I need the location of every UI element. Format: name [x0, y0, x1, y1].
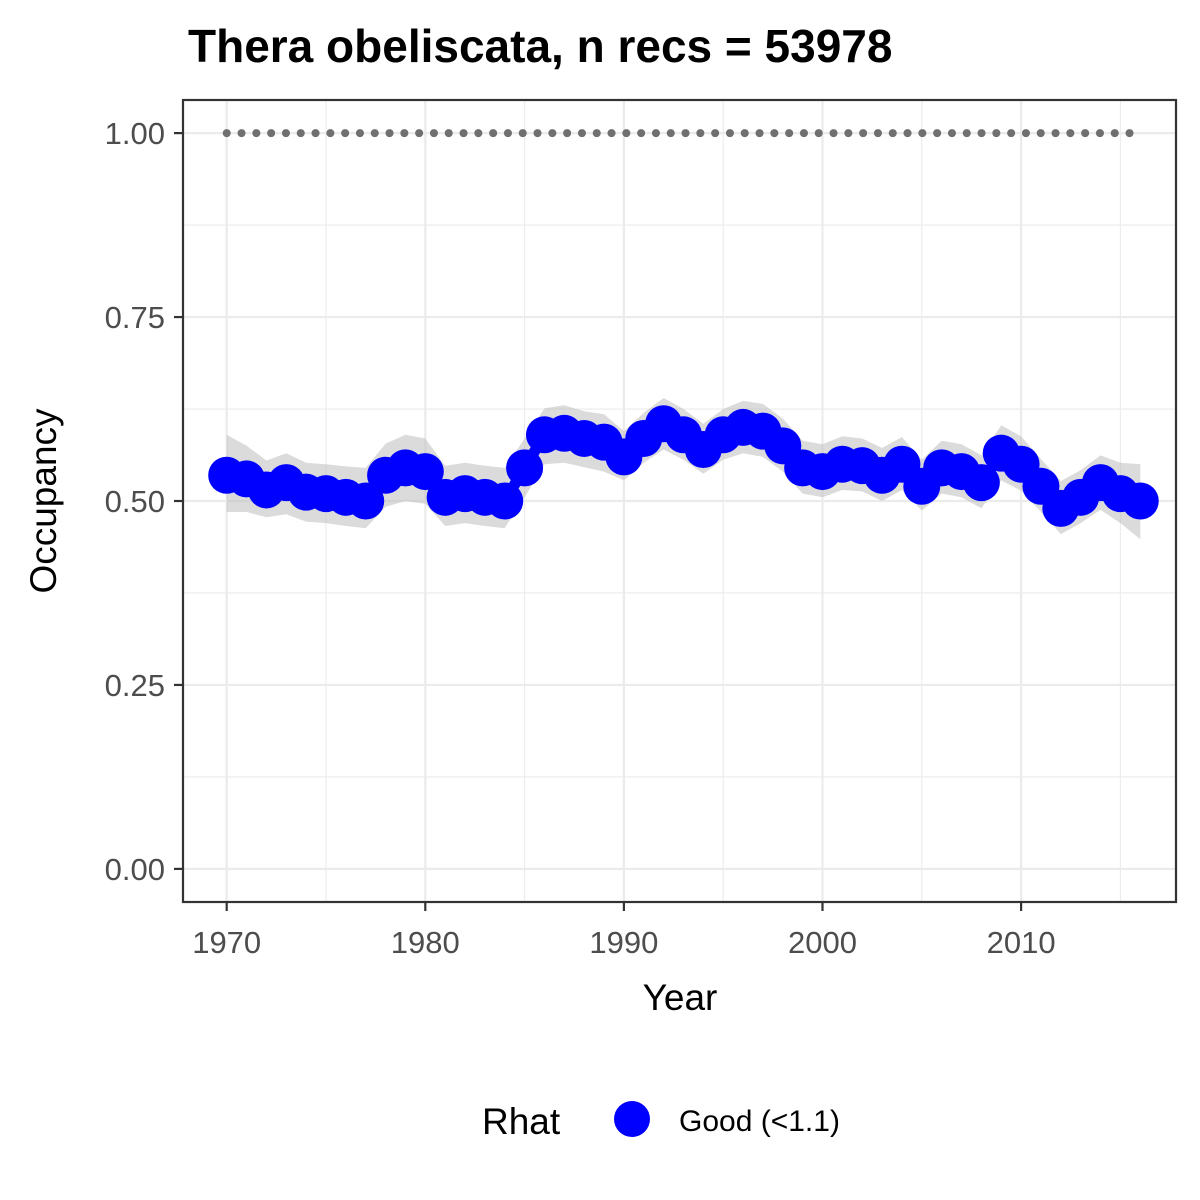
legend-key-good	[614, 1101, 650, 1137]
data-point	[347, 482, 385, 520]
x-axis-title: Year	[643, 977, 718, 1018]
y-tick-label: 1.00	[105, 116, 165, 151]
legend: Rhat Good (<1.1)	[482, 1101, 840, 1142]
x-tick-label: 1980	[391, 925, 460, 960]
x-tick-label: 2000	[788, 925, 857, 960]
data-point	[506, 449, 544, 487]
y-tick-label: 0.00	[105, 852, 165, 887]
x-tick-label: 1990	[589, 925, 658, 960]
legend-title: Rhat	[482, 1101, 561, 1142]
chart-title: Thera obeliscata, n recs = 53978	[188, 20, 892, 72]
y-tick-label: 0.50	[105, 484, 165, 519]
y-axis-title: Occupancy	[23, 408, 64, 594]
y-tick-label: 0.25	[105, 668, 165, 703]
y-axis-ticks: 0.00 0.25 0.50 0.75 1.00	[105, 116, 183, 887]
data-point	[1121, 482, 1159, 520]
x-axis-ticks: 1970 1980 1990 2000 2010	[192, 902, 1056, 960]
legend-label-good: Good (<1.1)	[679, 1105, 840, 1138]
x-tick-label: 1970	[192, 925, 261, 960]
y-tick-label: 0.75	[105, 300, 165, 335]
data-point	[406, 453, 444, 491]
data-point	[486, 482, 524, 520]
occupancy-series-layer	[208, 405, 1159, 527]
data-point	[962, 464, 1000, 502]
x-tick-label: 2010	[987, 925, 1056, 960]
